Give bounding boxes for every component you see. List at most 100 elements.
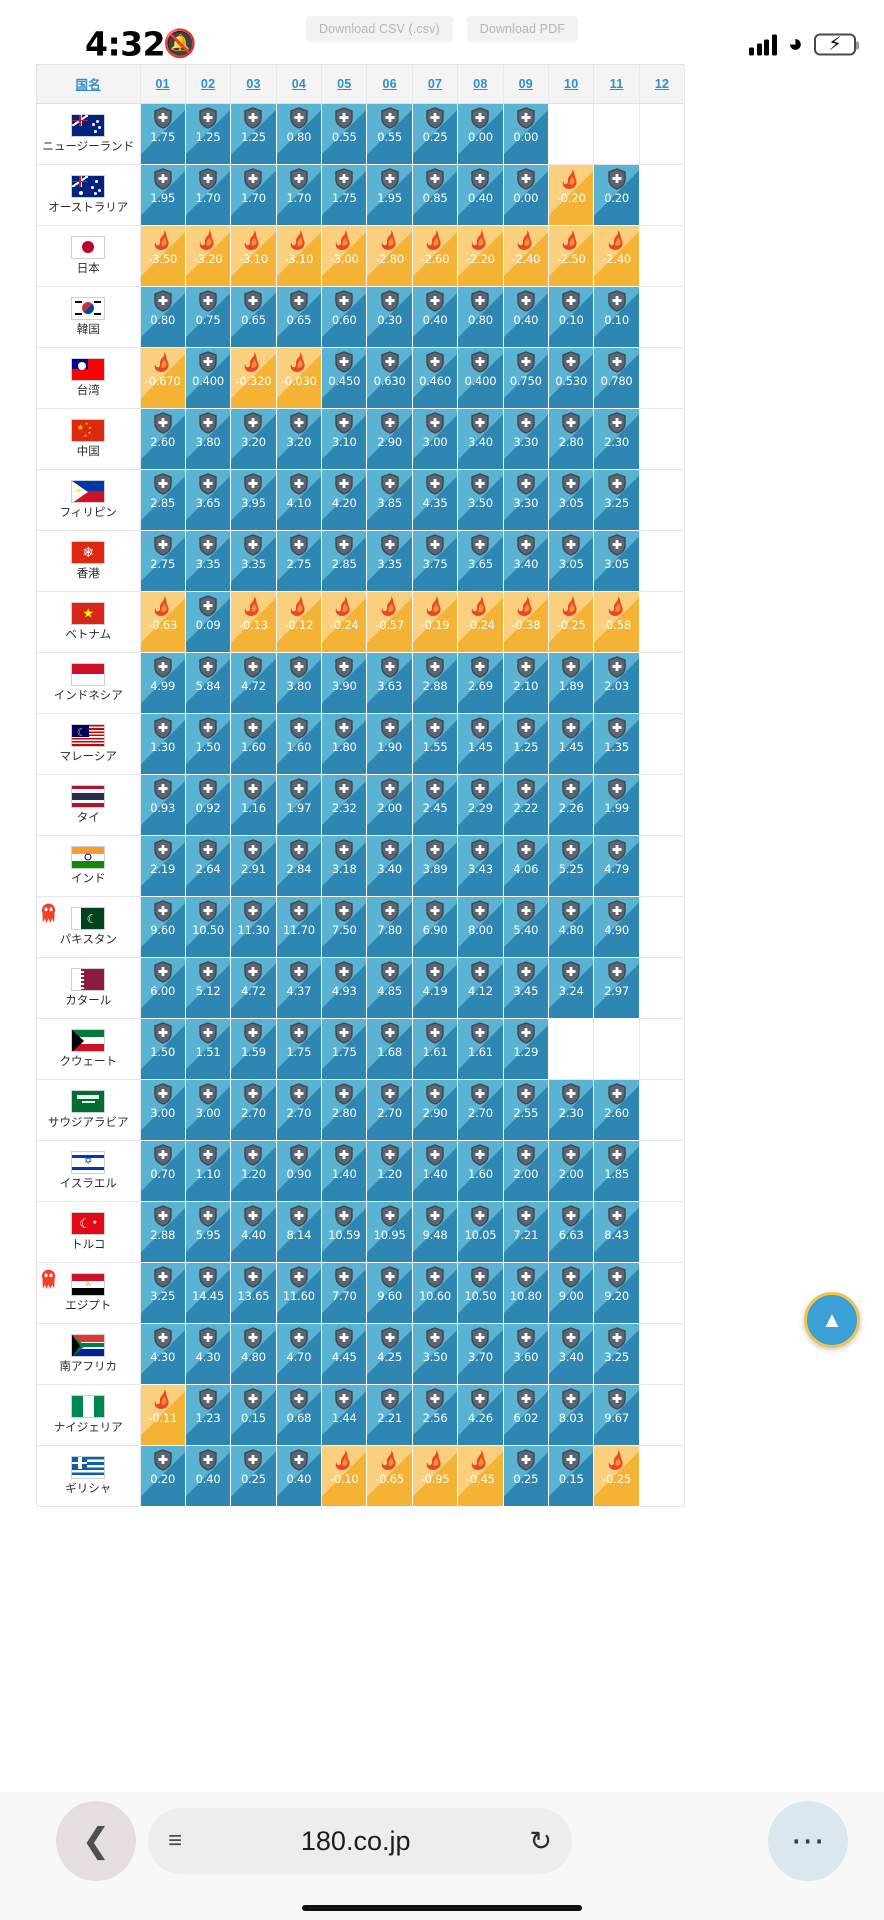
column-header-label: 12 bbox=[654, 76, 670, 91]
data-cell: 2.45 bbox=[412, 774, 459, 836]
cell-value: 3.80 bbox=[195, 434, 221, 449]
address-bar[interactable]: ≡ 180.co.jp ↻ bbox=[148, 1808, 572, 1874]
data-cell: 4.30 bbox=[140, 1323, 186, 1385]
country-name: トルコ bbox=[71, 1236, 106, 1251]
shield-icon bbox=[380, 1082, 399, 1105]
shield-icon bbox=[471, 1326, 490, 1349]
cell-value: 2.70 bbox=[377, 1105, 403, 1120]
data-cell: 0.00 bbox=[503, 164, 550, 226]
cell-value: 4.70 bbox=[286, 1349, 312, 1364]
scroll-to-top-icon: ▲ bbox=[821, 1307, 843, 1332]
column-header-month-06[interactable]: 06 bbox=[366, 65, 413, 104]
table-row: サウジアラビア 3.00 3.00 2.70 2.70 2.80 2.70 2.90 2.70 2… bbox=[37, 1079, 686, 1141]
cell-value: 2.30 bbox=[558, 1105, 584, 1120]
column-header-country[interactable]: 国名 bbox=[37, 65, 141, 104]
shield-icon bbox=[380, 411, 399, 434]
column-header-month-05[interactable]: 05 bbox=[321, 65, 368, 104]
shield-icon bbox=[517, 716, 535, 739]
data-cell: 0.40 bbox=[503, 286, 550, 348]
cell-value: 2.90 bbox=[377, 434, 403, 449]
cell-value: 1.23 bbox=[195, 1410, 221, 1425]
cell-value: 8.03 bbox=[558, 1410, 584, 1425]
data-cell: 4.93 bbox=[321, 957, 368, 1019]
cell-value: 0.75 bbox=[195, 312, 221, 327]
shield-icon bbox=[199, 1265, 217, 1288]
shield-icon bbox=[244, 472, 263, 495]
country-name: 南アフリカ bbox=[59, 1358, 118, 1373]
data-cell: 0.630 bbox=[366, 347, 413, 409]
data-cell: 0.400 bbox=[185, 347, 232, 409]
data-cell: 4.80 bbox=[548, 896, 595, 958]
shield-icon bbox=[471, 289, 490, 312]
data-cell: 6.90 bbox=[412, 896, 459, 958]
cell-value: 2.97 bbox=[604, 983, 629, 998]
column-header-month-04[interactable]: 04 bbox=[276, 65, 323, 104]
cell-value: 0.70 bbox=[150, 1166, 176, 1181]
shield-icon bbox=[471, 655, 490, 678]
cell-value: 1.70 bbox=[195, 190, 221, 205]
country-name: フィリピン bbox=[59, 504, 117, 519]
cell-value: 0.40 bbox=[513, 312, 539, 327]
column-header-month-09[interactable]: 09 bbox=[503, 65, 550, 104]
cell-value: 0.630 bbox=[373, 373, 406, 388]
column-header-month-03[interactable]: 03 bbox=[230, 65, 277, 104]
column-header-month-12[interactable]: 12 bbox=[639, 65, 686, 104]
cell-value: -3.10 bbox=[284, 251, 314, 266]
cell-value: 3.95 bbox=[241, 495, 266, 510]
column-header-month-08[interactable]: 08 bbox=[457, 65, 504, 104]
shield-icon bbox=[607, 167, 626, 190]
data-cell: 1.60 bbox=[457, 1140, 504, 1202]
data-cell: 10.95 bbox=[366, 1201, 413, 1263]
column-header-month-01[interactable]: 01 bbox=[140, 65, 186, 104]
data-cell: 1.80 bbox=[321, 713, 368, 775]
country-name: パキスタン bbox=[59, 931, 117, 946]
data-cell: 4.25 bbox=[366, 1323, 413, 1385]
shield-icon bbox=[244, 1204, 263, 1227]
scroll-to-top-button[interactable]: ▲ bbox=[804, 1292, 860, 1348]
download-pdf-button[interactable]: Download PDF bbox=[466, 16, 578, 42]
cell-value: 5.25 bbox=[558, 861, 584, 876]
column-header-month-02[interactable]: 02 bbox=[185, 65, 232, 104]
column-header-month-11[interactable]: 11 bbox=[593, 65, 640, 104]
cell-value: 4.19 bbox=[422, 983, 448, 998]
cell-value: 3.10 bbox=[331, 434, 357, 449]
cell-value: 1.95 bbox=[377, 190, 403, 205]
country-name: 韓国 bbox=[76, 321, 100, 336]
cell-value: 3.25 bbox=[604, 1349, 629, 1364]
data-cell: 3.25 bbox=[140, 1262, 186, 1324]
more-tabs-button[interactable]: ⋯ bbox=[768, 1801, 848, 1881]
fire-icon bbox=[562, 229, 577, 250]
country-name: 日本 bbox=[76, 260, 100, 275]
shield-icon bbox=[153, 106, 172, 129]
chevron-left-icon: ❮ bbox=[81, 1822, 111, 1860]
cell-value: 0.450 bbox=[328, 373, 361, 388]
data-cell: 4.70 bbox=[276, 1323, 323, 1385]
data-cell: 0.80 bbox=[140, 286, 186, 348]
download-csv-button[interactable]: Download CSV (.csv) bbox=[306, 16, 453, 42]
shield-icon bbox=[199, 167, 217, 190]
cell-value: 2.70 bbox=[241, 1105, 266, 1120]
back-button[interactable]: ❮ bbox=[56, 1801, 136, 1881]
reload-icon[interactable]: ↻ bbox=[529, 1825, 552, 1856]
data-cell: 9.60 bbox=[140, 896, 186, 958]
column-header-month-10[interactable]: 10 bbox=[548, 65, 595, 104]
cell-value: 0.15 bbox=[241, 1410, 266, 1425]
flag-sa-icon bbox=[37, 1089, 140, 1113]
shield-icon bbox=[290, 899, 308, 922]
shield-icon bbox=[562, 960, 580, 983]
cell-value: 1.50 bbox=[150, 1044, 176, 1059]
data-table-container[interactable]: 国名 01 02 03 04 05 06 07 08 09 10 11 12 ニュージーランド 1.75 1… bbox=[36, 64, 686, 1507]
column-header-month-07[interactable]: 07 bbox=[412, 65, 459, 104]
page-settings-icon[interactable]: ≡ bbox=[168, 1827, 183, 1854]
table-row: ✡ イスラエル 0.70 1.10 1.20 0.90 1.40 1.20 1.40 1.60 2.… bbox=[37, 1140, 686, 1202]
data-cell: -0.10 bbox=[321, 1445, 368, 1507]
data-cell: 4.72 bbox=[230, 652, 277, 714]
data-cell: 1.35 bbox=[593, 713, 640, 775]
data-cell: 0.460 bbox=[412, 347, 459, 409]
shield-icon bbox=[244, 960, 263, 983]
shield-icon bbox=[607, 289, 626, 312]
cell-value: 11.60 bbox=[282, 1288, 315, 1303]
data-cell bbox=[548, 1018, 595, 1080]
data-cell: 10.59 bbox=[321, 1201, 368, 1263]
data-cell: 0.70 bbox=[140, 1140, 186, 1202]
